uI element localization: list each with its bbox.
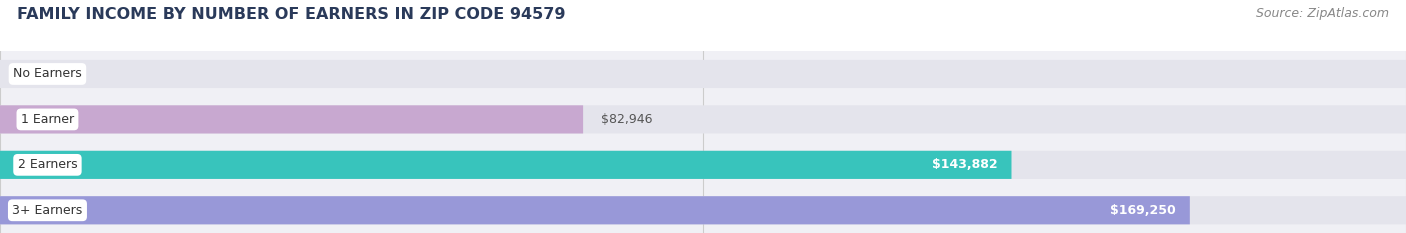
FancyBboxPatch shape xyxy=(0,151,1011,179)
Text: No Earners: No Earners xyxy=(13,68,82,80)
Text: 1 Earner: 1 Earner xyxy=(21,113,75,126)
FancyBboxPatch shape xyxy=(0,196,1189,224)
Text: $169,250: $169,250 xyxy=(1109,204,1175,217)
FancyBboxPatch shape xyxy=(0,60,1406,88)
Text: FAMILY INCOME BY NUMBER OF EARNERS IN ZIP CODE 94579: FAMILY INCOME BY NUMBER OF EARNERS IN ZI… xyxy=(17,7,565,22)
Text: $0: $0 xyxy=(18,68,34,80)
Text: $82,946: $82,946 xyxy=(600,113,652,126)
Text: $143,882: $143,882 xyxy=(932,158,997,171)
Text: Source: ZipAtlas.com: Source: ZipAtlas.com xyxy=(1256,7,1389,20)
FancyBboxPatch shape xyxy=(0,151,1406,179)
Text: 2 Earners: 2 Earners xyxy=(18,158,77,171)
FancyBboxPatch shape xyxy=(0,105,583,134)
FancyBboxPatch shape xyxy=(0,196,1406,224)
FancyBboxPatch shape xyxy=(0,105,1406,134)
Text: 3+ Earners: 3+ Earners xyxy=(13,204,83,217)
